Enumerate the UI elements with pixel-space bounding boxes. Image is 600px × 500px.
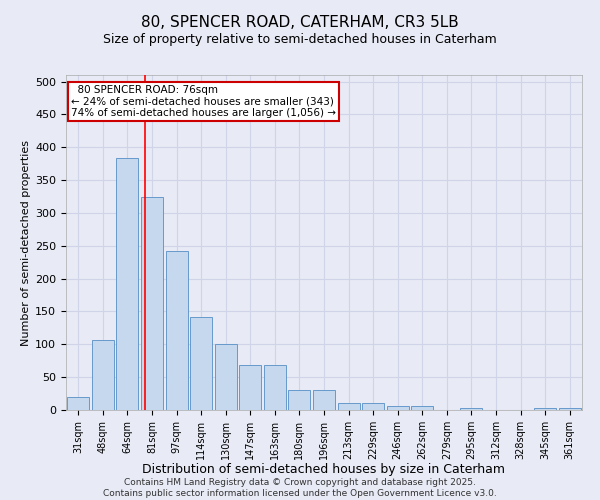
Bar — [166, 251, 188, 410]
Bar — [67, 397, 89, 410]
Bar — [460, 408, 482, 410]
Bar — [338, 404, 359, 410]
Text: Contains HM Land Registry data © Crown copyright and database right 2025.
Contai: Contains HM Land Registry data © Crown c… — [103, 478, 497, 498]
Bar — [239, 366, 262, 410]
Text: Size of property relative to semi-detached houses in Caterham: Size of property relative to semi-detach… — [103, 32, 497, 46]
Bar — [215, 344, 237, 410]
Bar — [116, 158, 139, 410]
X-axis label: Distribution of semi-detached houses by size in Caterham: Distribution of semi-detached houses by … — [143, 464, 505, 476]
Bar — [559, 408, 581, 410]
Text: 80, SPENCER ROAD, CATERHAM, CR3 5LB: 80, SPENCER ROAD, CATERHAM, CR3 5LB — [141, 15, 459, 30]
Bar — [386, 406, 409, 410]
Text: 80 SPENCER ROAD: 76sqm  
← 24% of semi-detached houses are smaller (343)
74% of : 80 SPENCER ROAD: 76sqm ← 24% of semi-det… — [71, 85, 336, 118]
Bar — [289, 390, 310, 410]
Bar — [534, 408, 556, 410]
Bar — [190, 316, 212, 410]
Bar — [362, 404, 384, 410]
Bar — [411, 406, 433, 410]
Bar — [313, 390, 335, 410]
Bar — [92, 340, 114, 410]
Y-axis label: Number of semi-detached properties: Number of semi-detached properties — [21, 140, 31, 346]
Bar — [141, 196, 163, 410]
Bar — [264, 366, 286, 410]
